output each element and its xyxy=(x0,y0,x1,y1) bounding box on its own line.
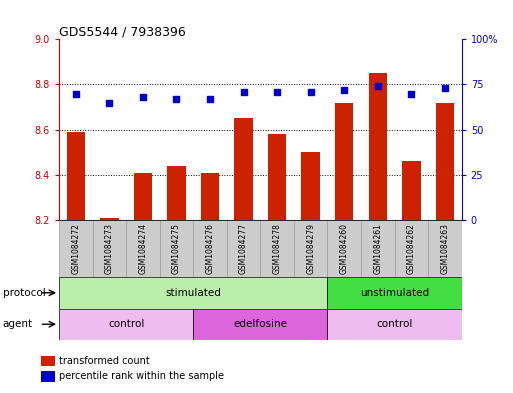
Bar xyxy=(160,220,193,277)
Bar xyxy=(67,132,85,220)
Text: stimulated: stimulated xyxy=(165,288,221,298)
Bar xyxy=(100,218,119,220)
Bar xyxy=(327,309,462,340)
Bar xyxy=(361,220,394,277)
Text: protocol: protocol xyxy=(3,288,45,298)
Text: GSM1084279: GSM1084279 xyxy=(306,223,315,274)
Text: GSM1084261: GSM1084261 xyxy=(373,223,382,274)
Bar xyxy=(327,277,462,309)
Bar xyxy=(134,173,152,220)
Point xyxy=(139,94,147,100)
Bar xyxy=(394,220,428,277)
Point xyxy=(240,88,248,95)
Point xyxy=(105,99,113,106)
Point xyxy=(273,88,281,95)
Text: GSM1084263: GSM1084263 xyxy=(441,223,449,274)
Bar xyxy=(335,103,353,220)
Bar xyxy=(59,309,193,340)
Text: GSM1084272: GSM1084272 xyxy=(71,223,80,274)
Text: GSM1084273: GSM1084273 xyxy=(105,223,114,274)
Bar xyxy=(428,220,462,277)
Bar xyxy=(327,220,361,277)
Text: GSM1084275: GSM1084275 xyxy=(172,223,181,274)
Point xyxy=(172,96,181,102)
Bar xyxy=(268,134,286,220)
Point xyxy=(373,83,382,90)
Text: control: control xyxy=(377,319,413,329)
Text: GDS5544 / 7938396: GDS5544 / 7938396 xyxy=(59,26,186,39)
Point xyxy=(441,85,449,91)
Bar xyxy=(436,103,454,220)
Text: GSM1084260: GSM1084260 xyxy=(340,223,349,274)
Point xyxy=(206,96,214,102)
Text: GSM1084262: GSM1084262 xyxy=(407,223,416,274)
Text: transformed count: transformed count xyxy=(59,356,150,366)
Point xyxy=(407,90,416,97)
Bar xyxy=(193,309,327,340)
Text: GSM1084277: GSM1084277 xyxy=(239,223,248,274)
Text: unstimulated: unstimulated xyxy=(360,288,429,298)
Text: GSM1084278: GSM1084278 xyxy=(272,223,282,274)
Point xyxy=(307,88,315,95)
Point xyxy=(72,90,80,97)
Text: percentile rank within the sample: percentile rank within the sample xyxy=(59,371,224,382)
Text: GSM1084276: GSM1084276 xyxy=(206,223,214,274)
Bar xyxy=(92,220,126,277)
Point xyxy=(340,87,348,93)
Bar xyxy=(234,118,253,220)
Bar xyxy=(402,161,421,220)
Text: edelfosine: edelfosine xyxy=(233,319,287,329)
Bar xyxy=(59,220,92,277)
Bar xyxy=(302,152,320,220)
Bar xyxy=(227,220,260,277)
Bar xyxy=(368,73,387,220)
Text: control: control xyxy=(108,319,144,329)
Bar xyxy=(201,173,219,220)
Bar xyxy=(167,166,186,220)
Text: agent: agent xyxy=(3,319,33,329)
Bar xyxy=(193,220,227,277)
Bar xyxy=(294,220,327,277)
Bar xyxy=(126,220,160,277)
Bar xyxy=(260,220,294,277)
Text: GSM1084274: GSM1084274 xyxy=(139,223,147,274)
Bar xyxy=(59,277,327,309)
